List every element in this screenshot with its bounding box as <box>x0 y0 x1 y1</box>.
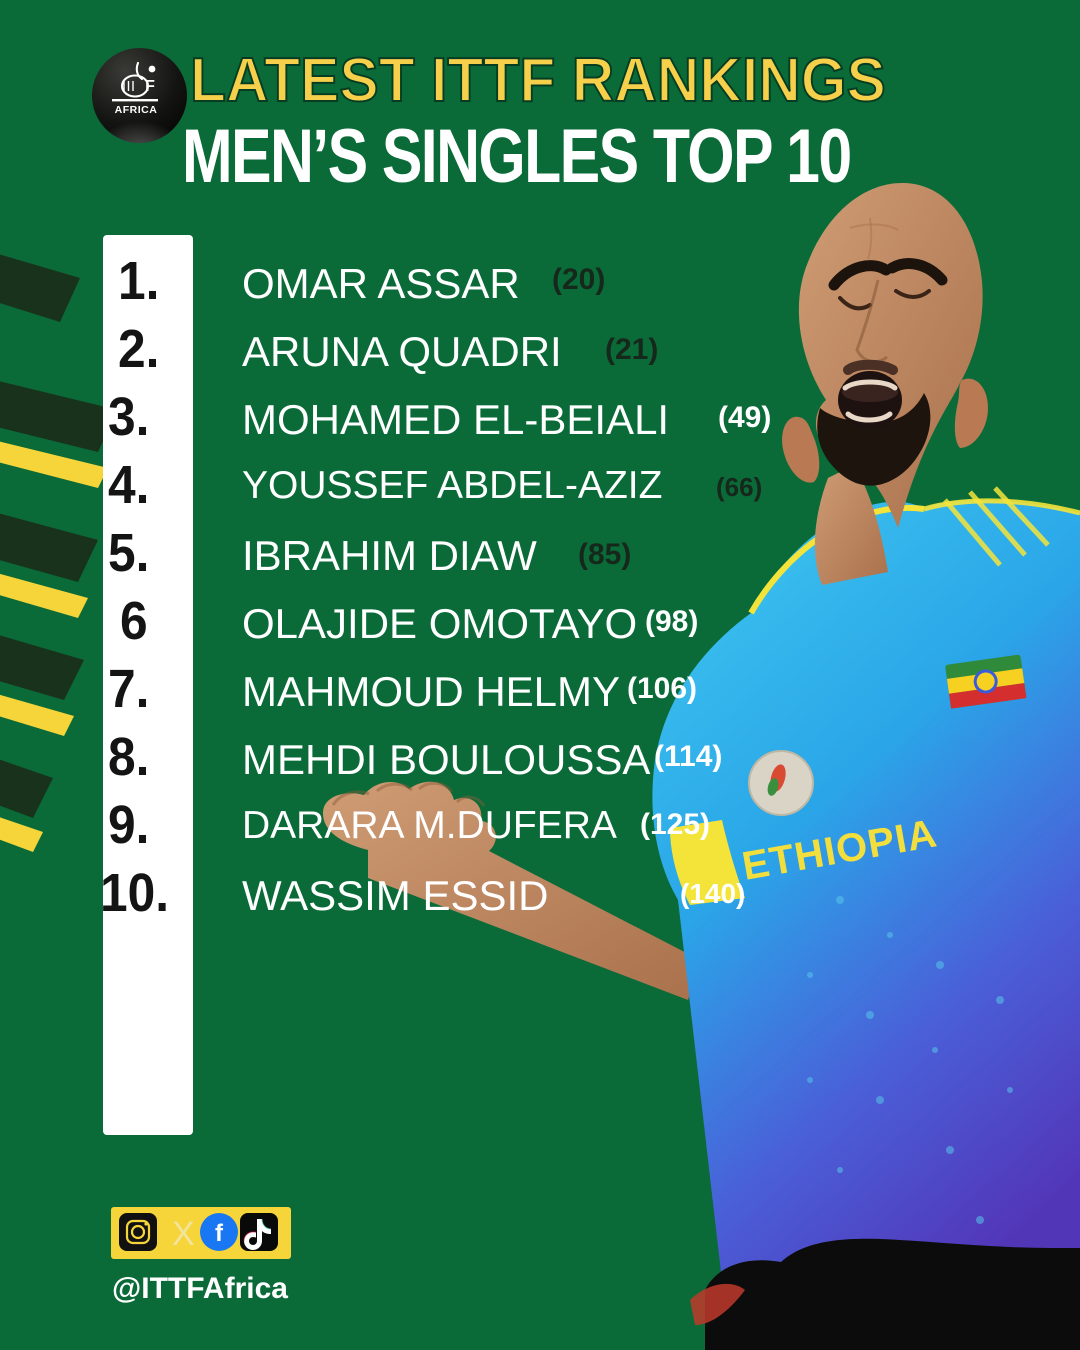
svg-text:X: X <box>172 1215 195 1253</box>
svg-text:f: f <box>215 1220 224 1247</box>
